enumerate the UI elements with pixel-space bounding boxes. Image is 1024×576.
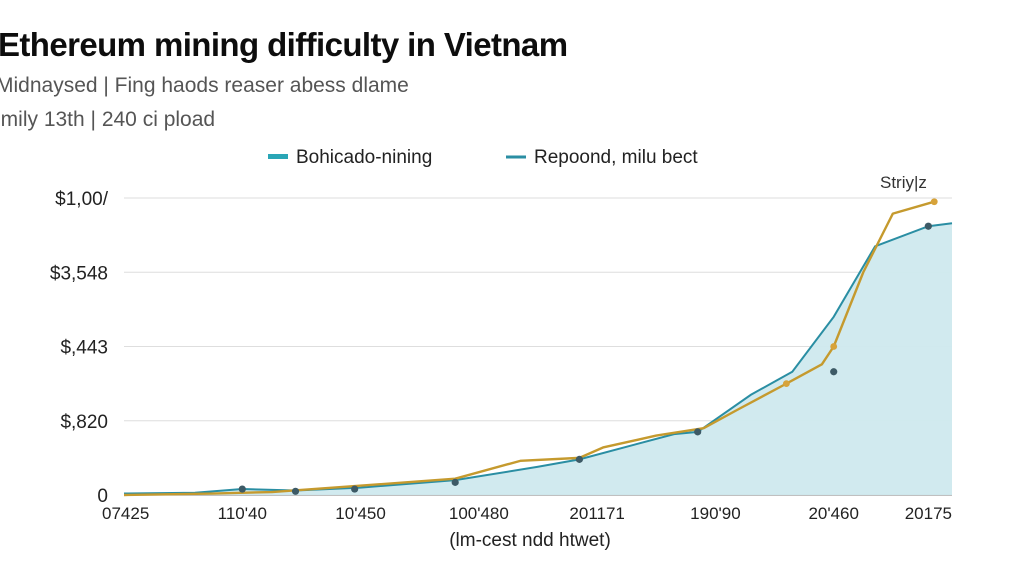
- data-point-area: [924, 222, 932, 230]
- legend-label-area: Bohicado-nining: [296, 147, 432, 168]
- chart-subtitle-line-1: Midnaysed | Fing haods reaser abess dlam…: [0, 74, 409, 97]
- data-point-area: [451, 478, 459, 486]
- chart-subtitle-line-2: imily 13th | 240 ci pload: [0, 108, 216, 131]
- x-tick-label: 201171: [569, 504, 624, 523]
- data-point-gold: [783, 380, 790, 388]
- x-tick-label: 20'460: [808, 504, 859, 523]
- y-tick-label: $,443: [60, 338, 108, 359]
- data-point-area: [238, 485, 246, 493]
- x-axis: 07425 110'40 10'450 100'480 201171 190'90 20'4…: [102, 504, 952, 523]
- x-axis-label: (lm-cest ndd htwet): [449, 530, 611, 551]
- data-point-area: [694, 428, 702, 436]
- x-tick-label: 110'40: [218, 504, 267, 523]
- legend: Bohicado-nining Repoond, milu bect: [268, 147, 698, 168]
- y-tick-label: $1,00/: [55, 189, 109, 210]
- data-point-area: [830, 368, 838, 376]
- legend-label-line: Repoond, milu bect: [534, 147, 698, 168]
- plot-area: [123, 198, 953, 497]
- data-point-gold: [830, 343, 838, 350]
- y-tick-label: $,820: [60, 412, 108, 433]
- chart-annotation: Striy|z: [880, 173, 927, 192]
- y-tick-label: $3,548: [50, 263, 108, 284]
- x-tick-label: 190'90: [690, 504, 741, 523]
- x-tick-label: 07425: [102, 504, 149, 523]
- data-point-area: [575, 455, 584, 463]
- legend-swatch-area: [268, 154, 288, 159]
- x-tick-label: 100'480: [449, 504, 509, 523]
- y-tick-label: 0: [97, 486, 108, 507]
- data-point-gold: [930, 198, 938, 206]
- chart-title: Ethereum mining difficulty in Vietnam: [0, 26, 568, 63]
- data-point-area: [291, 487, 300, 495]
- data-point-area: [351, 485, 359, 493]
- series-area-fill: [124, 223, 952, 495]
- x-tick-label: 20175: [905, 504, 952, 523]
- series-area-line: [123, 222, 953, 495]
- x-tick-label: 10'450: [335, 504, 386, 523]
- series-line-gold: [123, 200, 935, 497]
